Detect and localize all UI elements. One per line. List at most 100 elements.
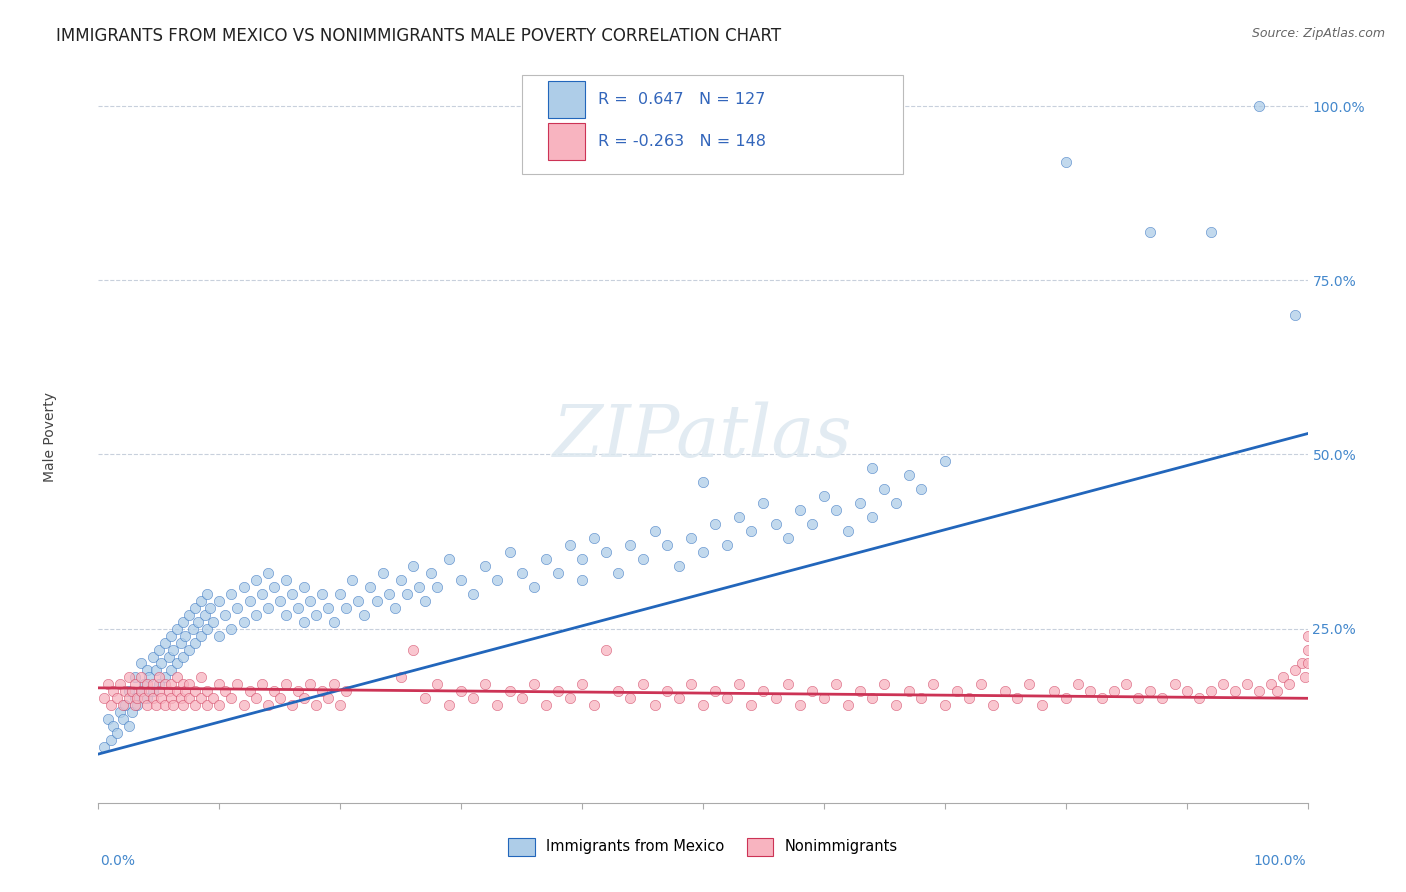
Point (970, 677, 993, 691)
Point (135, 664, 157, 678)
Point (583, 531, 606, 545)
Point (101, 684, 124, 698)
Point (127, 691, 149, 706)
Point (776, 677, 799, 691)
Point (1296, 642, 1319, 657)
Point (160, 677, 183, 691)
Point (981, 698, 1004, 713)
Point (138, 670, 160, 684)
Point (129, 684, 152, 698)
Point (1175, 684, 1198, 698)
Point (187, 615, 209, 629)
Point (202, 691, 225, 706)
Point (1067, 677, 1090, 691)
Point (1042, 684, 1064, 698)
Point (263, 684, 285, 698)
Point (250, 677, 273, 691)
Point (1284, 664, 1306, 678)
Point (124, 670, 146, 684)
Point (437, 552, 460, 566)
Point (194, 607, 217, 622)
Point (93, 691, 115, 706)
Point (148, 670, 170, 684)
Point (250, 587, 273, 601)
Point (274, 607, 297, 622)
Point (138, 684, 160, 698)
Point (153, 670, 176, 684)
Point (910, 483, 932, 497)
FancyBboxPatch shape (548, 81, 585, 118)
Point (426, 677, 449, 691)
Point (692, 545, 714, 559)
Point (523, 677, 546, 691)
Point (1091, 691, 1114, 706)
Point (129, 657, 152, 671)
Point (1212, 677, 1234, 691)
Point (347, 594, 370, 608)
Point (118, 684, 141, 698)
Point (274, 677, 297, 691)
Point (813, 691, 835, 706)
Point (631, 552, 654, 566)
Point (114, 684, 136, 698)
Point (619, 538, 641, 552)
Point (221, 691, 243, 706)
Point (994, 684, 1017, 698)
Point (886, 698, 908, 713)
Point (97, 712, 120, 726)
Point (420, 566, 443, 580)
Point (825, 677, 848, 691)
Point (195, 684, 218, 698)
Point (716, 691, 738, 706)
Point (93, 740, 115, 755)
Point (105, 691, 128, 706)
Point (921, 677, 943, 691)
Point (100, 733, 122, 747)
Point (426, 580, 449, 594)
Point (800, 517, 823, 532)
Point (886, 496, 908, 510)
Point (1139, 684, 1161, 698)
Point (413, 594, 436, 608)
Point (1102, 684, 1125, 698)
Point (910, 691, 932, 706)
Point (148, 677, 170, 691)
Point (256, 600, 278, 615)
Point (292, 615, 315, 629)
Point (534, 552, 557, 566)
Point (837, 524, 859, 538)
Point (486, 573, 509, 587)
Point (463, 691, 485, 706)
Point (547, 684, 569, 698)
Point (1260, 677, 1282, 691)
Point (510, 566, 533, 580)
Point (329, 587, 352, 601)
Point (1236, 677, 1258, 691)
Point (873, 483, 896, 497)
Point (619, 691, 641, 706)
Point (342, 573, 364, 587)
Point (860, 510, 883, 524)
Point (135, 691, 157, 706)
Point (1031, 698, 1053, 713)
Point (1267, 684, 1289, 698)
Point (335, 600, 357, 615)
Point (849, 496, 872, 510)
Point (305, 698, 328, 713)
Point (752, 496, 775, 510)
Point (595, 642, 617, 657)
Point (111, 712, 134, 726)
Point (1272, 670, 1295, 684)
Point (860, 691, 883, 706)
Point (607, 684, 630, 698)
Point (142, 649, 165, 664)
Point (181, 622, 204, 636)
Point (157, 649, 180, 664)
Point (124, 677, 146, 691)
Point (162, 698, 184, 713)
Point (208, 677, 231, 691)
Point (329, 698, 352, 713)
Point (402, 642, 425, 657)
Point (789, 503, 811, 517)
Point (114, 698, 136, 713)
